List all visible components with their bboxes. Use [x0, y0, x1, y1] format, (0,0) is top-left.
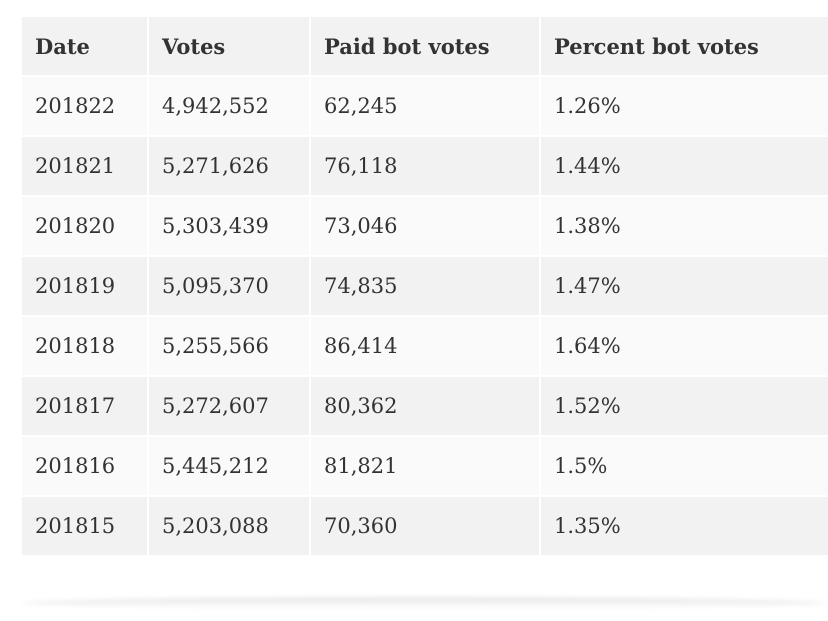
table-bottom-shadow [22, 597, 828, 609]
cell-votes: 4,942,552 [149, 77, 311, 137]
cell-paid-bot-votes: 74,835 [311, 257, 541, 317]
cell-paid-bot-votes: 86,414 [311, 317, 541, 377]
cell-votes: 5,303,439 [149, 197, 311, 257]
cell-votes: 5,272,607 [149, 377, 311, 437]
header-paid-bot-votes: Paid bot votes [311, 17, 541, 77]
cell-percent-bot-votes: 1.47% [541, 257, 828, 317]
cell-date: 201815 [22, 497, 149, 557]
table-row: 201818 5,255,566 86,414 1.64% [22, 317, 828, 377]
table-row: 201819 5,095,370 74,835 1.47% [22, 257, 828, 317]
table-row: 201820 5,303,439 73,046 1.38% [22, 197, 828, 257]
table-row: 201815 5,203,088 70,360 1.35% [22, 497, 828, 557]
table-row: 201821 5,271,626 76,118 1.44% [22, 137, 828, 197]
votes-table-container: Date Votes Paid bot votes Percent bot vo… [22, 17, 828, 557]
header-date: Date [22, 17, 149, 77]
cell-votes: 5,271,626 [149, 137, 311, 197]
cell-votes: 5,255,566 [149, 317, 311, 377]
cell-percent-bot-votes: 1.38% [541, 197, 828, 257]
cell-paid-bot-votes: 81,821 [311, 437, 541, 497]
table-row: 201822 4,942,552 62,245 1.26% [22, 77, 828, 137]
cell-votes: 5,445,212 [149, 437, 311, 497]
cell-paid-bot-votes: 76,118 [311, 137, 541, 197]
header-votes: Votes [149, 17, 311, 77]
table-row: 201817 5,272,607 80,362 1.52% [22, 377, 828, 437]
cell-paid-bot-votes: 80,362 [311, 377, 541, 437]
cell-date: 201822 [22, 77, 149, 137]
cell-percent-bot-votes: 1.5% [541, 437, 828, 497]
cell-percent-bot-votes: 1.52% [541, 377, 828, 437]
table-header-row: Date Votes Paid bot votes Percent bot vo… [22, 17, 828, 77]
cell-percent-bot-votes: 1.44% [541, 137, 828, 197]
cell-paid-bot-votes: 73,046 [311, 197, 541, 257]
header-percent-bot-votes: Percent bot votes [541, 17, 828, 77]
cell-votes: 5,203,088 [149, 497, 311, 557]
cell-paid-bot-votes: 62,245 [311, 77, 541, 137]
cell-paid-bot-votes: 70,360 [311, 497, 541, 557]
cell-date: 201821 [22, 137, 149, 197]
cell-date: 201817 [22, 377, 149, 437]
cell-votes: 5,095,370 [149, 257, 311, 317]
votes-table: Date Votes Paid bot votes Percent bot vo… [22, 17, 828, 557]
cell-date: 201818 [22, 317, 149, 377]
cell-date: 201820 [22, 197, 149, 257]
cell-date: 201819 [22, 257, 149, 317]
cell-percent-bot-votes: 1.64% [541, 317, 828, 377]
table-row: 201816 5,445,212 81,821 1.5% [22, 437, 828, 497]
cell-percent-bot-votes: 1.26% [541, 77, 828, 137]
cell-date: 201816 [22, 437, 149, 497]
cell-percent-bot-votes: 1.35% [541, 497, 828, 557]
